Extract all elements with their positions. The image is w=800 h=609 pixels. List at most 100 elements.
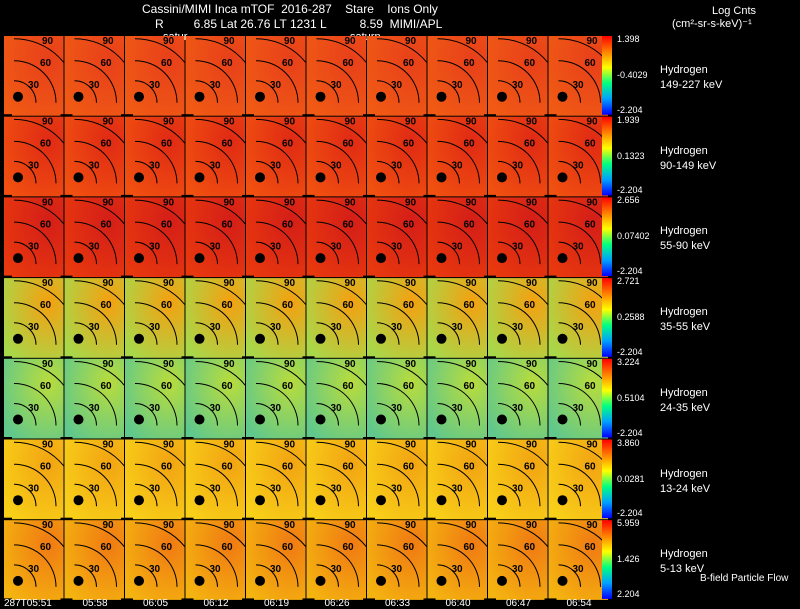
saturn-marker (134, 253, 144, 264)
contour-line (316, 564, 339, 587)
flux-image (488, 197, 548, 278)
contour-line (558, 564, 581, 587)
colorbar-mid-label: 1.426 (617, 554, 640, 565)
contour-label: 30 (149, 484, 161, 495)
contour-line (255, 140, 299, 184)
contour-label: 30 (270, 241, 282, 252)
contour-label: 90 (284, 278, 296, 289)
contour-label: 60 (464, 542, 476, 553)
saturn-marker (376, 253, 386, 264)
contour-line (13, 383, 57, 426)
contour-label: 90 (284, 36, 296, 47)
flux-image (488, 439, 548, 520)
contour-label: 60 (343, 300, 355, 311)
units-label: (cm²-sr-s-keV)⁻¹ (672, 18, 752, 30)
saturn-marker (436, 253, 447, 264)
contour-label: 60 (161, 139, 173, 150)
flux-image (185, 36, 245, 116)
contour-label: 90 (163, 520, 175, 531)
contour-label: 60 (524, 542, 536, 553)
flux-image (246, 278, 306, 358)
contour-label: 60 (222, 219, 234, 230)
contour-label: 30 (28, 484, 40, 495)
saturn-marker (255, 495, 265, 506)
contour-label: 30 (28, 564, 40, 575)
contour-line (437, 544, 480, 587)
contour-line (497, 483, 521, 507)
contour-line (437, 483, 460, 507)
contour-label: 30 (270, 322, 282, 333)
contour-line (376, 80, 400, 103)
contour-line (134, 544, 178, 587)
contour-line (255, 60, 299, 103)
flux-image (64, 197, 124, 278)
colorbar-mid-label: -0.4029 (617, 70, 648, 80)
contour-label: 60 (40, 219, 52, 230)
contour-line (134, 322, 158, 345)
saturn-marker (73, 575, 84, 586)
contour-label: 30 (452, 564, 464, 575)
contour-label: 90 (163, 197, 175, 208)
contour-label: 90 (163, 117, 175, 128)
contour-line (255, 564, 279, 587)
contour-line (13, 483, 37, 507)
contour-label: 30 (512, 484, 524, 495)
contour-line (13, 322, 37, 345)
species-label: Hydrogen (660, 386, 708, 399)
flux-image (306, 520, 366, 600)
contour-label: 30 (391, 241, 403, 252)
flux-image (64, 520, 124, 600)
contour-label: 60 (40, 300, 52, 311)
contour-label: 30 (452, 241, 464, 252)
saturn-marker (255, 253, 265, 264)
contour-label: 90 (284, 440, 296, 451)
contour-label: 90 (42, 278, 54, 289)
contour-label: 60 (282, 542, 294, 553)
contour-label: 90 (526, 278, 538, 289)
contour-label: 60 (222, 300, 234, 311)
contour-line (437, 383, 480, 426)
contour-line (497, 221, 541, 265)
saturn-marker (134, 172, 144, 183)
contour-label: 30 (573, 161, 585, 172)
contour-label: 90 (103, 278, 115, 289)
contour-label: 90 (466, 520, 478, 531)
saturn-marker (376, 495, 386, 506)
energy-label: 35-55 keV (660, 321, 711, 334)
contour-label: 60 (40, 381, 52, 392)
contour-label: 30 (270, 80, 282, 91)
contour-label: 60 (161, 219, 173, 230)
contour-line (316, 383, 359, 426)
contour-line (376, 160, 400, 184)
contour-label: 30 (331, 484, 343, 495)
contour-label: 30 (573, 241, 585, 252)
contour-line (437, 564, 460, 587)
time-label: 05:58 (82, 598, 108, 609)
contour-line (437, 140, 480, 184)
species-label: Hydrogen (660, 467, 708, 480)
contour-label: 30 (512, 403, 524, 414)
contour-line (558, 544, 601, 587)
flux-image (125, 36, 185, 116)
species-label: Hydrogen (660, 548, 708, 561)
contour-line (195, 403, 218, 426)
contour-label: 30 (391, 564, 403, 575)
flux-image (125, 278, 185, 358)
flux-image (548, 439, 608, 520)
contour-label: 90 (526, 36, 538, 47)
saturn-marker (497, 575, 507, 586)
contour-line (376, 241, 400, 265)
saturn-marker (73, 333, 84, 344)
contour-label: 30 (270, 564, 282, 575)
contour-label: 60 (524, 300, 536, 311)
